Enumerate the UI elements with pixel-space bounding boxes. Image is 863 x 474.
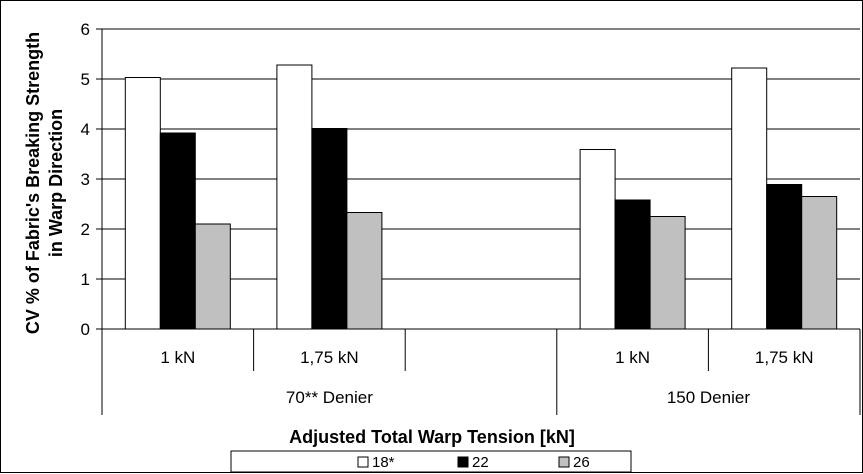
- y-tick-label: 5: [81, 70, 90, 89]
- axis-labels: 0 1 2 3 4 5 6 1 kN 1,75 kN 1 kN 1,75 kN 70** Denier…: [81, 20, 814, 407]
- y-tick-label: 3: [81, 170, 90, 189]
- bar: [649, 216, 686, 330]
- x-group-label: 150 Denier: [667, 388, 751, 407]
- bar: [276, 64, 313, 330]
- legend-label: 18*: [372, 454, 395, 471]
- legend-swatch: [357, 456, 369, 468]
- legend-label: 22: [472, 454, 489, 471]
- y-tick-label: 4: [81, 120, 90, 139]
- x-category-label: 1 kN: [615, 348, 650, 367]
- y-tick-label: 0: [81, 320, 90, 339]
- x-category-label: 1 kN: [160, 348, 195, 367]
- legend: 18* 22 26: [230, 450, 632, 473]
- bar: [801, 196, 838, 330]
- y-tick-label: 2: [81, 220, 90, 239]
- bar: [159, 132, 196, 330]
- legend-swatch: [457, 456, 469, 468]
- legend-label: 26: [573, 454, 590, 471]
- bar: [311, 128, 348, 330]
- axes: [96, 28, 861, 415]
- bars: [124, 64, 838, 330]
- y-axis-title-line-2: in Warp Direction: [46, 109, 66, 257]
- bar: [194, 223, 231, 330]
- x-category-label: 1,75 kN: [755, 348, 814, 367]
- y-tick-label: 1: [81, 270, 90, 289]
- x-group-label: 70** Denier: [286, 388, 373, 407]
- legend-swatch: [558, 456, 570, 468]
- y-tick-label: 6: [81, 20, 90, 39]
- bar: [766, 184, 803, 330]
- legend-box: [230, 450, 632, 473]
- bar: [124, 77, 161, 330]
- x-category-label: 1,75 kN: [300, 348, 359, 367]
- y-axis-title-line-1: CV % of Fabric's Breaking Strength: [23, 32, 43, 334]
- bar: [579, 149, 616, 330]
- bar: [731, 67, 768, 330]
- x-axis-title: Adjusted Total Warp Tension [kN]: [289, 427, 575, 447]
- bar: [346, 212, 383, 330]
- bar: [614, 199, 651, 330]
